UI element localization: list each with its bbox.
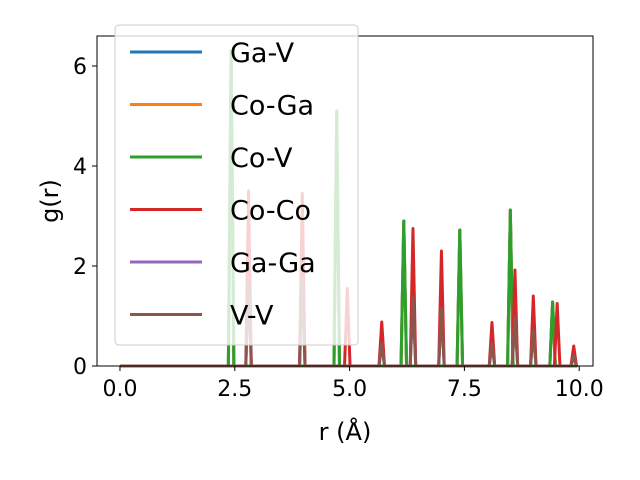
legend-label-ga-ga: Ga-Ga	[230, 248, 316, 279]
x-tick-label: 2.5	[217, 377, 252, 402]
y-tick-label: 4	[73, 155, 87, 180]
y-axis-label: g(r)	[36, 179, 64, 223]
x-tick-label: 10.0	[555, 377, 604, 402]
x-axis: 0.0 2.5 5.0 7.5 10.0	[102, 366, 604, 402]
y-tick-label: 6	[73, 55, 87, 80]
legend-label-co-v: Co-V	[230, 143, 293, 174]
y-tick-label: 2	[73, 255, 87, 280]
x-tick-label: 5.0	[332, 377, 367, 402]
legend-box	[114, 24, 359, 346]
x-tick-label: 7.5	[447, 377, 482, 402]
x-tick-label: 0.0	[102, 377, 137, 402]
legend-label-co-ga: Co-Ga	[230, 91, 314, 122]
legend-label-co-co: Co-Co	[230, 196, 311, 227]
legend-label-ga-v: Ga-V	[230, 38, 295, 69]
legend: Ga-V Co-Ga Co-V Co-Co Ga-Ga V-V	[114, 24, 359, 346]
y-axis: 0 2 4 6	[73, 55, 97, 380]
y-tick-label: 0	[73, 355, 87, 380]
legend-label-v-v: V-V	[230, 301, 274, 332]
x-axis-label: r (Å)	[319, 417, 372, 446]
